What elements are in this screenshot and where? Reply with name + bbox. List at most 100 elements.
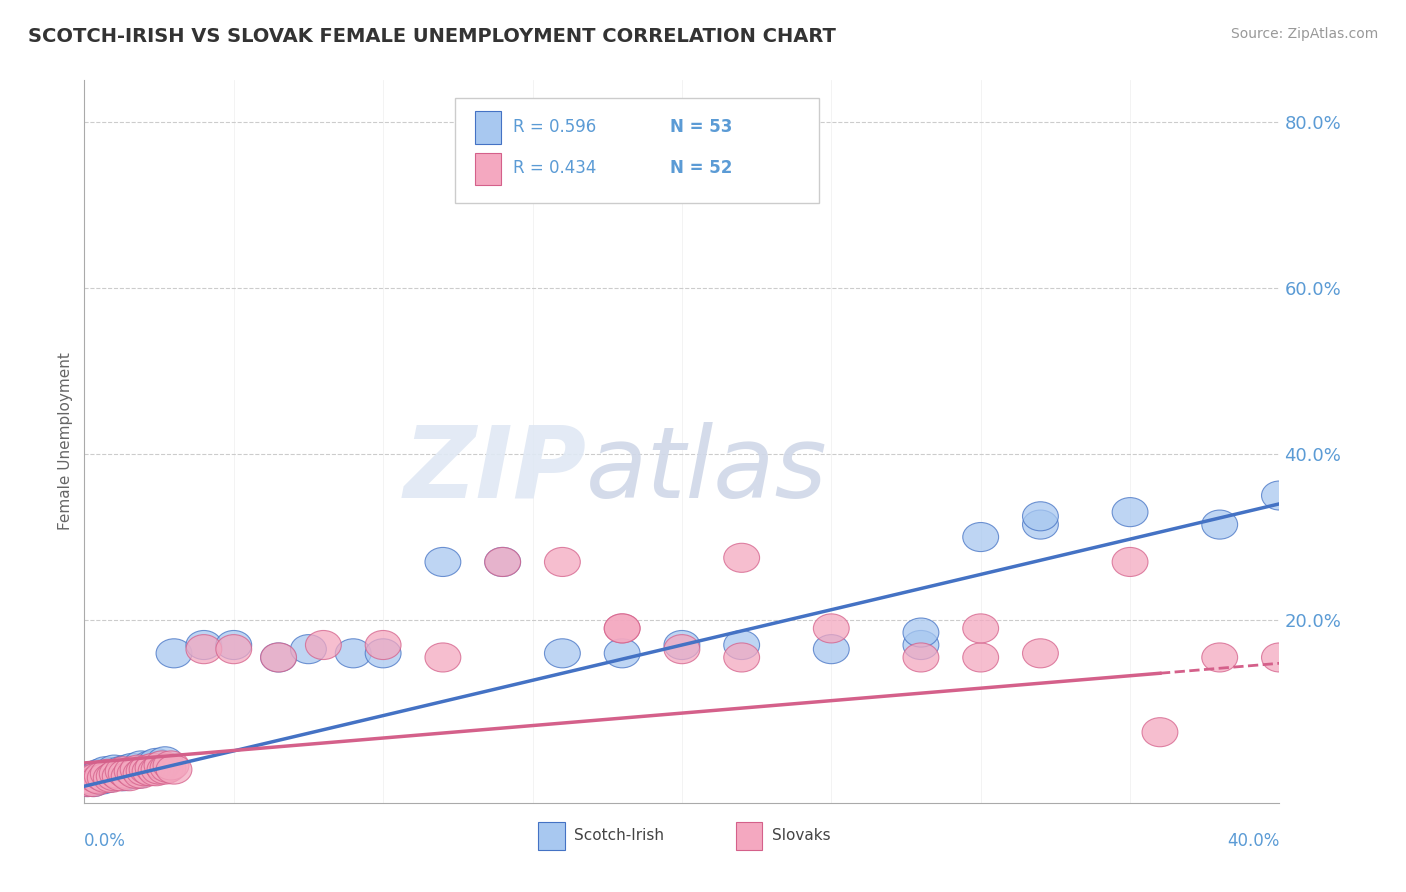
- Bar: [735, 822, 762, 850]
- Ellipse shape: [814, 634, 849, 664]
- Ellipse shape: [114, 754, 150, 782]
- Ellipse shape: [138, 748, 174, 778]
- Ellipse shape: [82, 765, 117, 794]
- Ellipse shape: [103, 762, 138, 791]
- Ellipse shape: [111, 759, 148, 789]
- Ellipse shape: [108, 759, 145, 789]
- Ellipse shape: [150, 754, 186, 782]
- Ellipse shape: [114, 756, 150, 786]
- Ellipse shape: [76, 767, 111, 797]
- Ellipse shape: [132, 756, 169, 786]
- Text: atlas: atlas: [586, 422, 828, 519]
- Ellipse shape: [963, 643, 998, 672]
- Bar: [538, 822, 565, 850]
- Ellipse shape: [138, 756, 174, 786]
- Ellipse shape: [93, 759, 129, 789]
- Ellipse shape: [260, 643, 297, 672]
- Bar: [475, 153, 502, 185]
- Ellipse shape: [260, 643, 297, 672]
- Ellipse shape: [903, 643, 939, 672]
- Text: 0.0%: 0.0%: [84, 831, 127, 850]
- Ellipse shape: [336, 639, 371, 668]
- Ellipse shape: [141, 754, 177, 782]
- Y-axis label: Female Unemployment: Female Unemployment: [58, 352, 73, 531]
- Ellipse shape: [111, 762, 148, 791]
- Ellipse shape: [82, 764, 117, 792]
- Ellipse shape: [84, 762, 121, 791]
- Ellipse shape: [186, 631, 222, 659]
- Ellipse shape: [664, 631, 700, 659]
- Ellipse shape: [1202, 510, 1237, 539]
- Ellipse shape: [145, 751, 180, 780]
- Ellipse shape: [1261, 643, 1298, 672]
- Ellipse shape: [156, 755, 191, 784]
- Ellipse shape: [100, 759, 135, 789]
- Ellipse shape: [129, 755, 165, 784]
- Ellipse shape: [124, 751, 159, 780]
- Ellipse shape: [96, 762, 132, 791]
- Text: N = 53: N = 53: [671, 119, 733, 136]
- Ellipse shape: [1261, 481, 1298, 510]
- Ellipse shape: [100, 759, 135, 789]
- Ellipse shape: [1112, 498, 1149, 526]
- Text: 40.0%: 40.0%: [1227, 831, 1279, 850]
- Ellipse shape: [1322, 182, 1357, 211]
- Ellipse shape: [485, 548, 520, 576]
- Ellipse shape: [186, 634, 222, 664]
- Ellipse shape: [87, 756, 124, 786]
- Ellipse shape: [79, 764, 114, 792]
- Text: Slovaks: Slovaks: [772, 828, 830, 843]
- Ellipse shape: [425, 643, 461, 672]
- Ellipse shape: [120, 755, 156, 784]
- Ellipse shape: [79, 765, 114, 794]
- Ellipse shape: [108, 755, 145, 784]
- Ellipse shape: [120, 759, 156, 789]
- Ellipse shape: [605, 614, 640, 643]
- Text: N = 52: N = 52: [671, 160, 733, 178]
- Ellipse shape: [903, 618, 939, 647]
- Ellipse shape: [425, 548, 461, 576]
- Ellipse shape: [69, 767, 105, 797]
- Ellipse shape: [217, 634, 252, 664]
- Ellipse shape: [117, 759, 153, 789]
- Ellipse shape: [141, 755, 177, 784]
- Ellipse shape: [1022, 510, 1059, 539]
- Bar: [475, 112, 502, 144]
- Ellipse shape: [485, 548, 520, 576]
- Ellipse shape: [93, 764, 129, 792]
- Ellipse shape: [366, 639, 401, 668]
- Ellipse shape: [1202, 643, 1237, 672]
- Ellipse shape: [82, 759, 117, 789]
- Ellipse shape: [217, 631, 252, 659]
- Ellipse shape: [544, 548, 581, 576]
- Ellipse shape: [605, 614, 640, 643]
- Ellipse shape: [156, 639, 191, 668]
- Text: R = 0.434: R = 0.434: [513, 160, 596, 178]
- Ellipse shape: [903, 631, 939, 659]
- Ellipse shape: [84, 765, 121, 794]
- Ellipse shape: [291, 634, 326, 664]
- Text: ZIP: ZIP: [404, 422, 586, 519]
- Ellipse shape: [305, 631, 342, 659]
- Ellipse shape: [664, 634, 700, 664]
- Ellipse shape: [124, 759, 159, 789]
- Ellipse shape: [96, 755, 132, 784]
- Ellipse shape: [132, 751, 169, 780]
- Ellipse shape: [1112, 548, 1149, 576]
- Ellipse shape: [73, 764, 108, 792]
- Ellipse shape: [724, 543, 759, 573]
- Ellipse shape: [153, 751, 188, 780]
- Text: R = 0.596: R = 0.596: [513, 119, 596, 136]
- Ellipse shape: [105, 762, 141, 791]
- Ellipse shape: [145, 751, 180, 780]
- Ellipse shape: [1142, 718, 1178, 747]
- Ellipse shape: [105, 756, 141, 786]
- Ellipse shape: [117, 756, 153, 786]
- Ellipse shape: [1022, 501, 1059, 531]
- Text: Scotch-Irish: Scotch-Irish: [575, 828, 665, 843]
- Ellipse shape: [73, 765, 108, 794]
- Ellipse shape: [129, 754, 165, 782]
- Text: Source: ZipAtlas.com: Source: ZipAtlas.com: [1230, 27, 1378, 41]
- Ellipse shape: [90, 759, 127, 789]
- Ellipse shape: [963, 614, 998, 643]
